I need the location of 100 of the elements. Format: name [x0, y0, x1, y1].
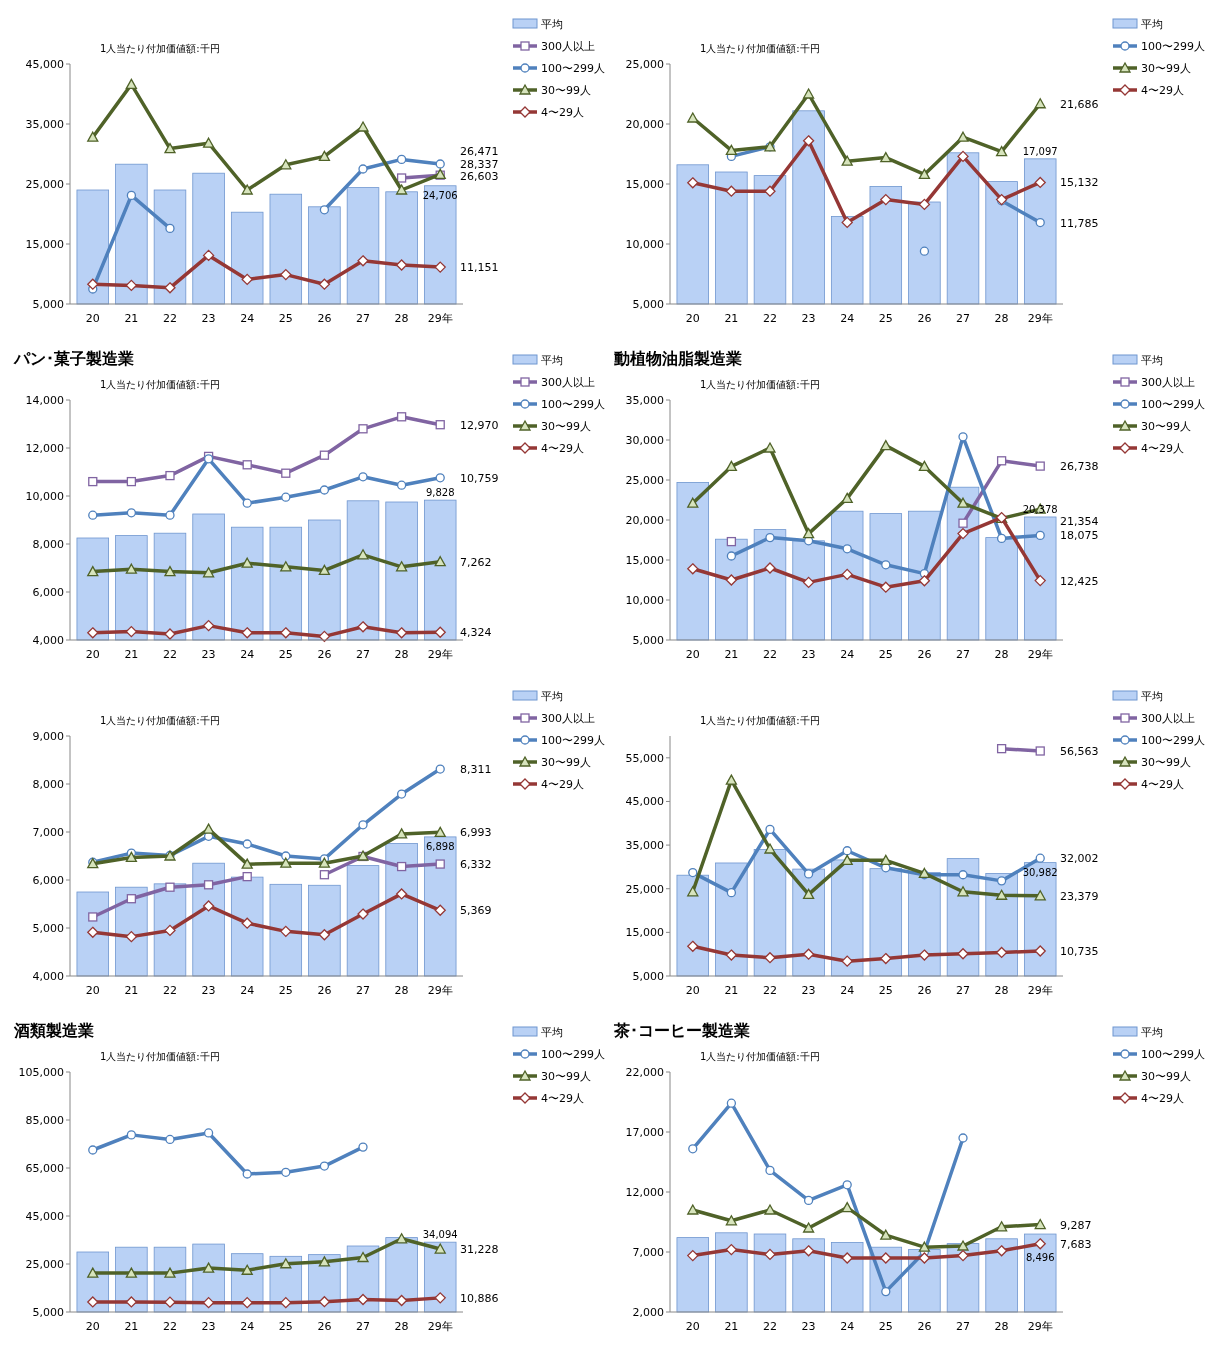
text: 1人当たり付加価値額:千円: [700, 379, 820, 390]
y-tick-label: 15,000: [625, 926, 664, 940]
x-tick-label: 25: [878, 648, 893, 661]
text: 1人当たり付加価値額:千円: [100, 715, 220, 726]
x-tick-label: 28: [394, 984, 409, 997]
y-tick-label: 22,000: [625, 1065, 664, 1079]
y-tick-label: 9,000: [32, 729, 64, 743]
data-label: 18,075: [1060, 529, 1099, 543]
y-tick-label: 45,000: [25, 1209, 64, 1223]
x-tick-label: 27: [356, 648, 371, 661]
x-tick-label: 28: [994, 312, 1009, 325]
x-tick-label: 26: [917, 1320, 932, 1333]
x-tick-label: 24: [840, 1320, 855, 1333]
x-tick-label: 26: [317, 648, 332, 661]
legend-label: 30〜99人: [1141, 1069, 1191, 1083]
x-tick-label: 24: [240, 312, 255, 325]
legend-label: 300人以上: [1141, 375, 1195, 389]
y-tick-label: 35,000: [625, 838, 664, 852]
legend-label: 30〜99人: [541, 1069, 591, 1083]
x-tick-label: 20: [85, 984, 100, 997]
legend-label: 4〜29人: [1141, 777, 1184, 791]
x-tick-label: 21: [124, 1320, 139, 1333]
data-label: 21,354: [1060, 515, 1099, 529]
y-tick-label: 5,000: [632, 633, 664, 647]
y-tick-label: 4,000: [32, 969, 64, 983]
x-tick-label: 22: [762, 312, 777, 325]
y-tick-label: 35,000: [25, 117, 64, 131]
x-tick-label: 25: [278, 984, 293, 997]
x-tick-label: 27: [956, 648, 971, 661]
y-tick-label: 5,000: [32, 297, 64, 311]
legend-label: 30〜99人: [1141, 61, 1191, 75]
y-tick-label: 45,000: [625, 795, 664, 809]
text: 1人当たり付加価値額:千円: [700, 715, 820, 726]
y-tick-label: 20,000: [625, 513, 664, 527]
x-tick-label: 24: [240, 648, 255, 661]
x-tick-label: 29年: [1027, 648, 1053, 661]
y-tick-label: 7,000: [32, 825, 64, 839]
x-tick-label: 27: [956, 312, 971, 325]
data-label: 26,738: [1060, 460, 1099, 474]
legend-label: 100〜299人: [1141, 39, 1205, 53]
data-label: 12,970: [460, 418, 499, 432]
y-tick-label: 25,000: [25, 177, 64, 191]
y-tick-label: 5,000: [632, 297, 664, 311]
legend-label: 100〜299人: [541, 733, 605, 747]
legend-label: 4〜29人: [1141, 83, 1184, 97]
y-tick-label: 105,000: [18, 1065, 64, 1079]
x-tick-label: 29年: [427, 1320, 453, 1333]
x-tick-label: 27: [356, 312, 371, 325]
x-tick-label: 22: [762, 648, 777, 661]
y-tick-label: 15,000: [25, 237, 64, 251]
x-tick-label: 22: [762, 1320, 777, 1333]
x-tick-label: 20: [685, 1320, 700, 1333]
legend-label: 4〜29人: [1141, 1091, 1184, 1105]
legend-label: 4〜29人: [541, 441, 584, 455]
chart-title: パン･菓子製造業: [13, 349, 134, 368]
chart-title: 茶･コーヒー製造業: [613, 1021, 750, 1040]
x-tick-label: 28: [394, 312, 409, 325]
x-tick-label: 27: [356, 984, 371, 997]
x-tick-label: 26: [317, 1320, 332, 1333]
x-tick-label: 24: [840, 312, 855, 325]
y-tick-label: 7,000: [632, 1245, 664, 1259]
x-tick-label: 20: [85, 648, 100, 661]
legend-label: 300人以上: [541, 375, 595, 389]
legend-label: 100〜299人: [1141, 733, 1205, 747]
data-label: 28,337: [460, 157, 499, 171]
y-tick-label: 2,000: [632, 1305, 664, 1319]
y-tick-label: 5,000: [32, 921, 64, 935]
text: 1人当たり付加価値額:千円: [700, 1051, 820, 1062]
chart-title: 酒類製造業: [13, 1021, 94, 1040]
data-label: 10,759: [460, 471, 499, 485]
x-tick-label: 22: [162, 1320, 177, 1333]
data-label: 15,132: [1060, 176, 1099, 190]
x-tick-label: 20: [85, 312, 100, 325]
y-tick-label: 25,000: [25, 1257, 64, 1271]
x-tick-label: 25: [878, 312, 893, 325]
x-tick-label: 23: [801, 312, 816, 325]
x-tick-label: 24: [240, 1320, 255, 1333]
y-tick-label: 14,000: [25, 393, 64, 407]
data-label: 6,993: [460, 826, 492, 840]
x-tick-label: 28: [394, 648, 409, 661]
y-tick-label: 85,000: [25, 1113, 64, 1127]
y-tick-label: 8,000: [32, 537, 64, 551]
legend-label: 4〜29人: [541, 777, 584, 791]
x-tick-label: 28: [994, 984, 1009, 997]
legend-label: 平均: [541, 689, 563, 703]
y-tick-label: 20,000: [625, 117, 664, 131]
x-tick-label: 20: [685, 312, 700, 325]
x-tick-label: 23: [201, 1320, 216, 1333]
y-tick-label: 17,000: [625, 1125, 664, 1139]
x-tick-label: 29年: [1027, 984, 1053, 997]
data-label: 10,886: [460, 1291, 499, 1305]
y-tick-label: 45,000: [25, 57, 64, 71]
y-tick-label: 25,000: [625, 57, 664, 71]
x-tick-label: 20: [85, 1320, 100, 1333]
y-tick-label: 10,000: [25, 489, 64, 503]
y-tick-label: 10,000: [625, 237, 664, 251]
x-tick-label: 25: [878, 1320, 893, 1333]
data-label: 4,324: [460, 626, 492, 640]
legend-label: 30〜99人: [1141, 419, 1191, 433]
y-tick-label: 30,000: [625, 433, 664, 447]
